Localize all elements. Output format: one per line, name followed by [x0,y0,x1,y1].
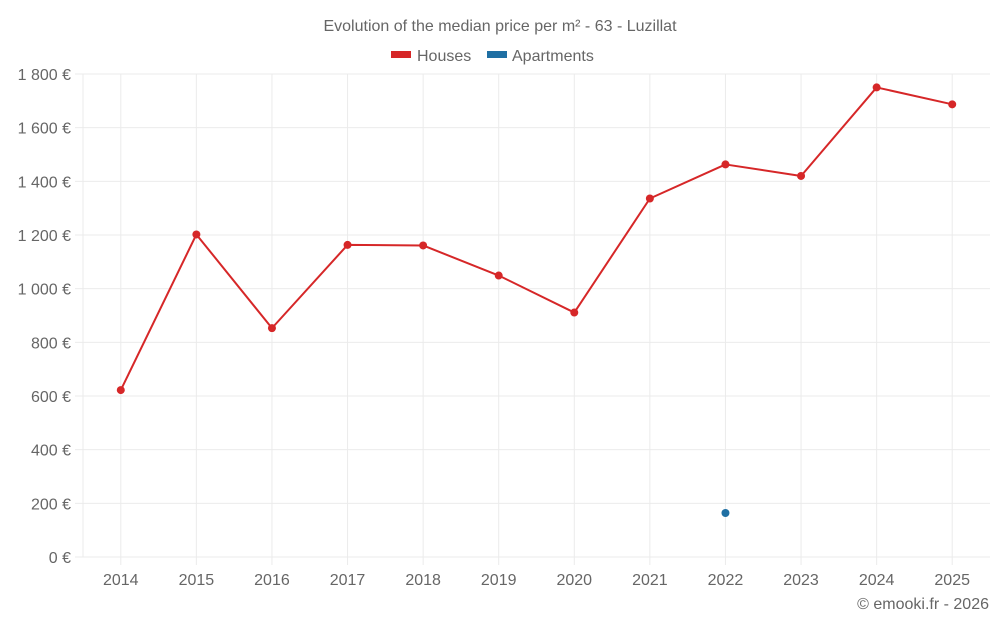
y-tick-label: 0 € [49,550,71,567]
y-tick-label: 600 € [31,389,71,406]
x-gridlines [82,74,953,565]
x-tick-label: 2015 [179,572,215,589]
legend-label: Apartments [512,48,594,65]
legend-swatch [391,51,411,58]
x-tick-label: 2021 [632,572,668,589]
x-axis: 2014 2015 2016 2017 2018 2019 2020 2021 2022 2023… [103,572,970,589]
data-point[interactable] [645,194,654,203]
y-tick-label: 200 € [31,496,71,513]
legend-item-houses[interactable]: Houses [391,48,471,65]
y-tick-label: 1 200 € [18,228,71,245]
x-tick-label: 2023 [783,572,819,589]
x-tick-label: 2017 [330,572,366,589]
data-point[interactable] [343,240,352,249]
legend: Houses Apartments [391,48,594,65]
data-point[interactable] [948,100,957,109]
y-tick-label: 1 000 € [18,282,71,299]
y-tick-label: 1 800 € [18,67,71,84]
legend-label: Houses [417,48,471,65]
x-tick-label: 2018 [405,572,441,589]
series-line [119,86,953,391]
data-point[interactable] [116,386,125,395]
data-point[interactable] [797,171,806,180]
x-tick-label: 2024 [859,572,895,589]
series-apartments [721,508,730,517]
x-tick-label: 2022 [708,572,744,589]
x-tick-label: 2016 [254,572,290,589]
y-tick-label: 1 400 € [18,174,71,191]
credit-text: © emooki.fr - 2026 [857,596,989,613]
x-tick-label: 2020 [556,572,592,589]
x-tick-label: 2019 [481,572,517,589]
series-houses [116,83,957,395]
chart-title: Evolution of the median price per m² - 6… [323,18,677,35]
data-point[interactable] [570,308,579,317]
data-point[interactable] [721,508,730,517]
data-point[interactable] [419,241,428,250]
legend-item-apartments[interactable]: Apartments [487,48,594,65]
x-tick-label: 2025 [934,572,970,589]
legend-swatch [487,51,507,58]
y-tick-label: 800 € [31,335,71,352]
x-tick-label: 2014 [103,572,139,589]
y-axis: 0 € 200 € 400 € 600 € 800 € 1 000 € 1 200 € 1 4… [18,67,83,567]
y-tick-label: 400 € [31,443,71,460]
data-point[interactable] [267,324,276,333]
data-point[interactable] [872,83,881,92]
series-group [116,83,957,517]
y-tick-label: 1 600 € [18,121,71,138]
data-point[interactable] [192,230,201,239]
data-point[interactable] [494,271,503,280]
y-gridlines [83,73,990,558]
data-point[interactable] [721,160,730,169]
